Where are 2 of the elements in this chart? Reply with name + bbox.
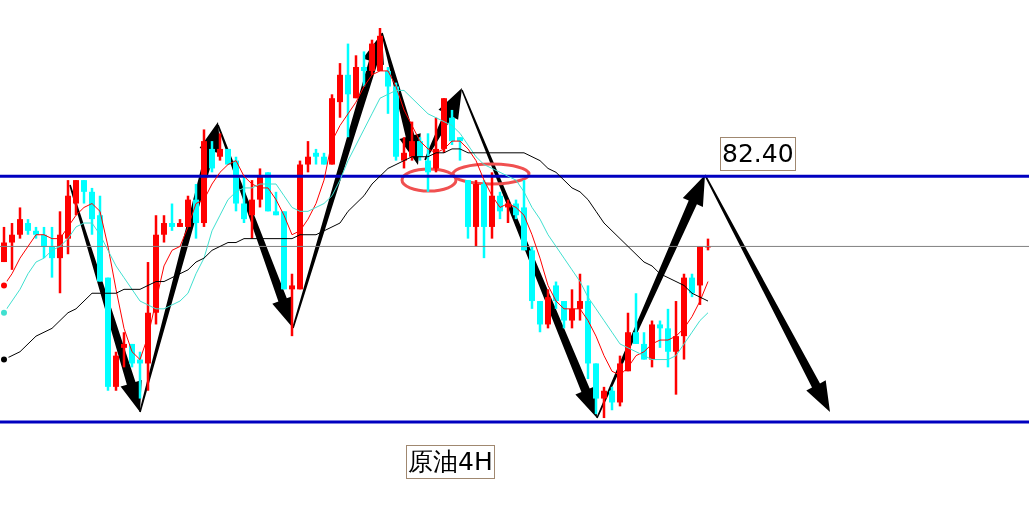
text: 原油4H [406,445,495,479]
text: 82.40 [720,137,796,171]
